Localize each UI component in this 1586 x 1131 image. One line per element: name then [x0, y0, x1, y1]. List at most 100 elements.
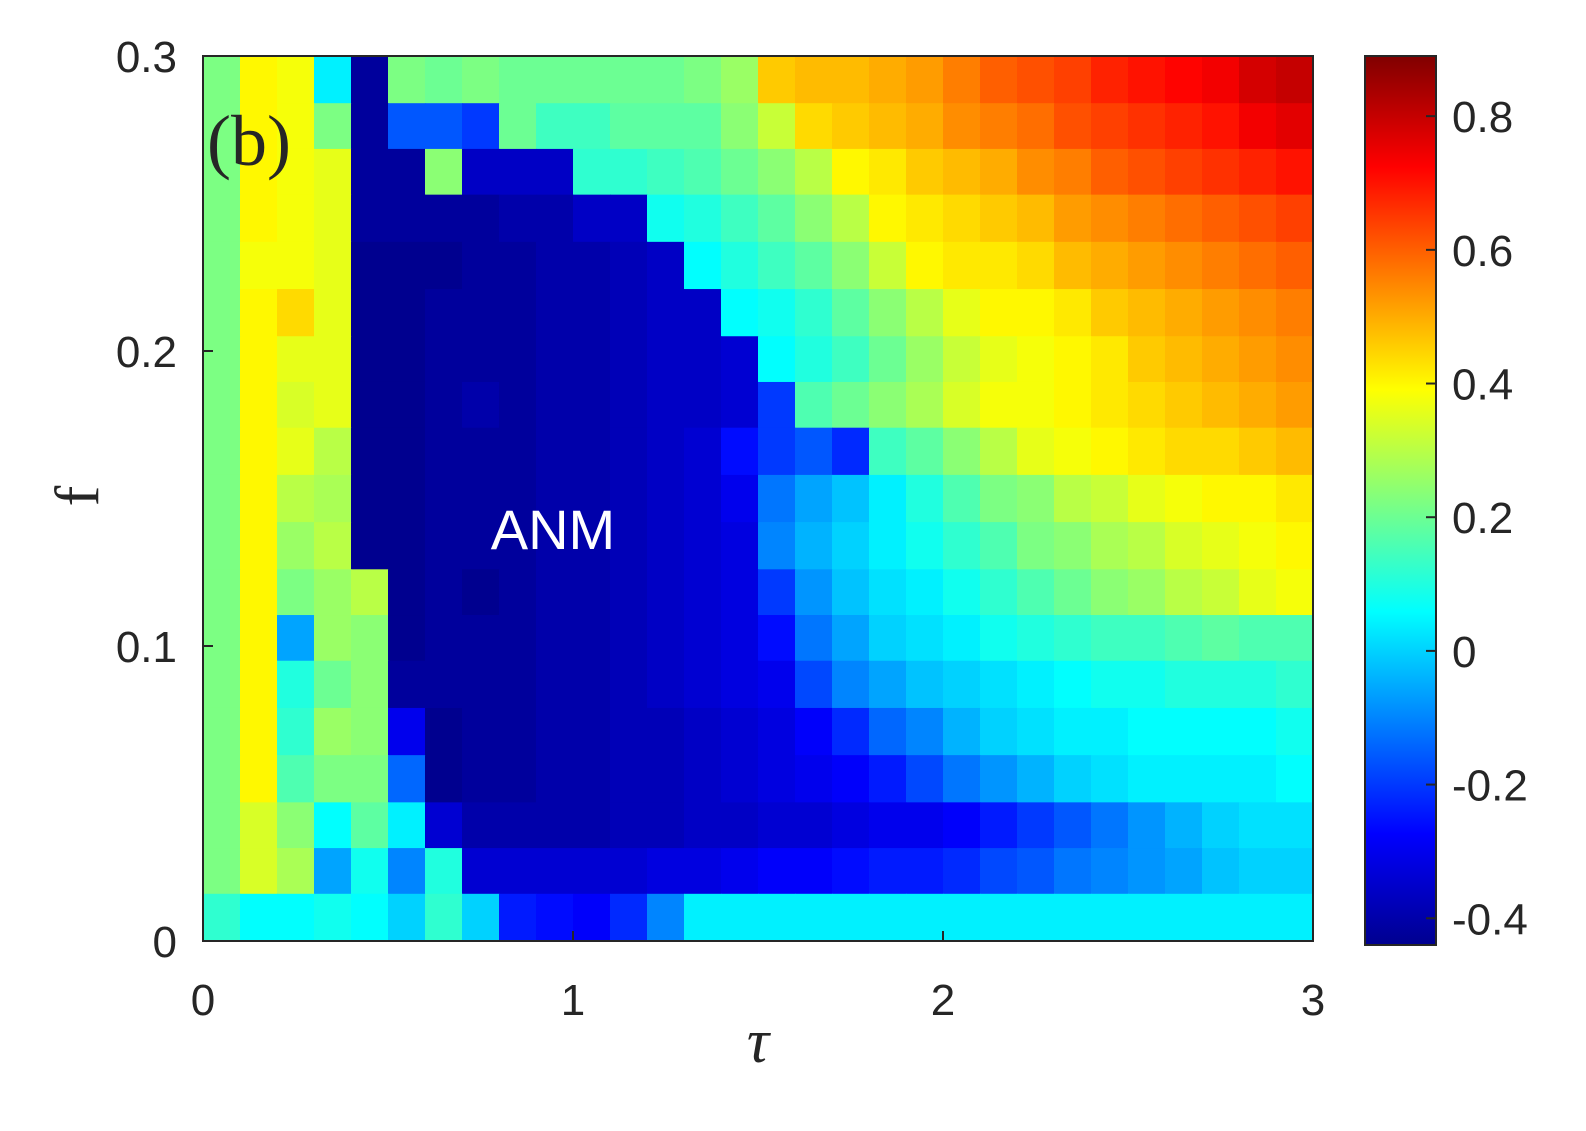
heatmap-cell	[277, 569, 315, 616]
heatmap-cell	[1165, 56, 1203, 104]
heatmap-cell	[388, 336, 426, 383]
heatmap-cell	[1054, 848, 1092, 895]
heatmap-cell	[277, 893, 315, 942]
heatmap-cell	[425, 848, 463, 895]
heatmap-cell	[721, 148, 759, 196]
heatmap-cell	[1165, 522, 1203, 570]
heatmap-cell	[795, 241, 833, 290]
heatmap-cell	[351, 848, 389, 895]
y-tick-label: 0.2	[116, 328, 177, 377]
heatmap-cell	[388, 755, 426, 803]
heatmap-cell	[277, 194, 315, 243]
heatmap-cell	[536, 194, 574, 243]
heatmap-cell	[943, 522, 981, 570]
heatmap-cell	[906, 427, 944, 476]
heatmap-cell	[1054, 474, 1092, 523]
heatmap-cell	[462, 522, 500, 570]
heatmap-cell	[1017, 336, 1055, 383]
colorbar: -0.4 -0.2 0 0.2 0.4 0.6 0.8	[1364, 55, 1528, 946]
heatmap-cell	[980, 56, 1018, 104]
heatmap-cell	[240, 802, 278, 849]
heatmap-cell	[1202, 755, 1240, 803]
heatmap-cell	[1128, 194, 1166, 243]
heatmap-cell	[943, 569, 981, 616]
heatmap-cell	[1165, 148, 1203, 196]
heatmap-cell	[240, 474, 278, 523]
heatmap-cell	[1239, 194, 1277, 243]
heatmap-cell	[240, 56, 278, 104]
heatmap-cell	[721, 802, 759, 849]
heatmap-cell	[721, 103, 759, 150]
heatmap-cell	[1054, 707, 1092, 756]
heatmap-cell	[462, 569, 500, 616]
heatmap-cell	[351, 755, 389, 803]
heatmap-cell	[1091, 194, 1129, 243]
heatmap-cell	[1054, 755, 1092, 803]
heatmap-cell	[795, 755, 833, 803]
heatmap-cell	[721, 707, 759, 756]
heatmap-cell	[943, 289, 981, 337]
heatmap-cell	[943, 848, 981, 895]
heatmap-cell	[1202, 893, 1240, 942]
heatmap-cell	[1239, 56, 1277, 104]
heatmap-cell	[1165, 381, 1203, 429]
heatmap-cell	[1017, 569, 1055, 616]
heatmap-cell	[499, 660, 537, 709]
heatmap-cell	[1091, 289, 1129, 337]
heatmap-cell	[314, 474, 352, 523]
heatmap-cell	[795, 148, 833, 196]
heatmap-cell	[573, 893, 611, 942]
heatmap-cell	[1017, 615, 1055, 662]
heatmap-cell	[314, 660, 352, 709]
heatmap-cell	[721, 194, 759, 243]
heatmap-cell	[869, 381, 907, 429]
heatmap-cell	[795, 707, 833, 756]
heatmap-cell	[1276, 427, 1314, 476]
heatmap-cell	[832, 381, 870, 429]
heatmap-cell	[462, 103, 500, 150]
heatmap-cell	[1091, 755, 1129, 803]
heatmap-cell	[1165, 569, 1203, 616]
heatmap-cell	[1202, 289, 1240, 337]
heatmap-cell	[869, 893, 907, 942]
heatmap-cell	[980, 848, 1018, 895]
heatmap-cell	[203, 707, 241, 756]
heatmap-cell	[203, 615, 241, 662]
heatmap-cell	[795, 336, 833, 383]
heatmap-cell	[1165, 755, 1203, 803]
heatmap-cell	[610, 755, 648, 803]
heatmap-cell	[943, 241, 981, 290]
heatmap-cell	[721, 336, 759, 383]
heatmap-cell	[832, 707, 870, 756]
heatmap-cell	[795, 660, 833, 709]
heatmap-cell	[832, 893, 870, 942]
heatmap-cell	[943, 660, 981, 709]
heatmap-cell	[1276, 802, 1314, 849]
heatmap-cell	[980, 103, 1018, 150]
heatmap-cell	[1202, 381, 1240, 429]
heatmap-cell	[1239, 289, 1277, 337]
heatmap-cell	[425, 381, 463, 429]
heatmap-cell	[906, 148, 944, 196]
heatmap-cell	[721, 474, 759, 523]
heatmap-cell	[499, 615, 537, 662]
heatmap-cell	[1128, 522, 1166, 570]
heatmap-cell	[758, 381, 796, 429]
heatmap-cell	[647, 615, 685, 662]
heatmap-cell	[203, 755, 241, 803]
heatmap-cell	[832, 660, 870, 709]
heatmap-cell	[980, 427, 1018, 476]
heatmap-cell	[1165, 103, 1203, 150]
heatmap-cell	[647, 522, 685, 570]
heatmap-cell	[277, 56, 315, 104]
heatmap-cell	[240, 336, 278, 383]
heatmap-cell	[536, 289, 574, 337]
heatmap-cell	[721, 381, 759, 429]
heatmap-cell	[203, 802, 241, 849]
heatmap-cell	[1128, 848, 1166, 895]
heatmap-cell	[1128, 660, 1166, 709]
heatmap-cell	[314, 755, 352, 803]
heatmap-cell	[462, 56, 500, 104]
heatmap-cell	[943, 893, 981, 942]
heatmap-cell	[684, 289, 722, 337]
